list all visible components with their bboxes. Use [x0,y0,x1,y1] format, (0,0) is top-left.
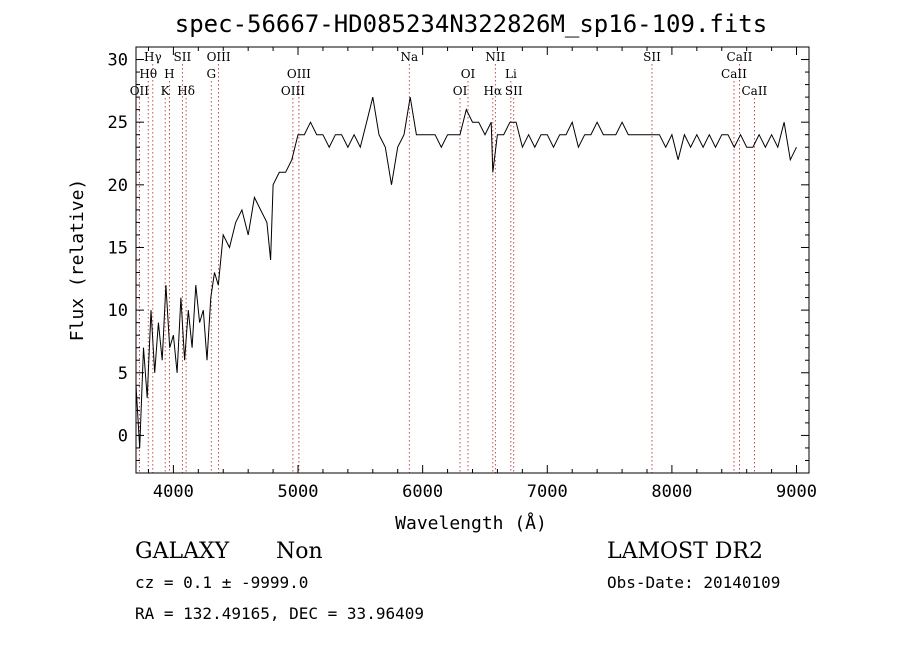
y-tick-label-20: 20 [108,176,128,196]
ra-dec: RA = 132.49165, DEC = 33.96409 [135,604,424,623]
spectrum-series [135,96,797,448]
line-label-13: OI [453,84,468,98]
line-label-2: OII [130,84,150,98]
x-tick-label-8000: 8000 [651,482,692,502]
line-label-19: CaII [727,50,753,64]
y-tick-label-25: 25 [108,113,128,133]
line-label-4: H [164,67,174,81]
object-subclass: Non [276,539,323,564]
line-label-17: SII [505,84,523,98]
line-label-6: Hδ [177,84,195,98]
plot-frame [135,46,810,474]
line-label-12: OI [461,67,476,81]
object-class: GALAXY [135,539,230,564]
x-tick-label-9000: 9000 [776,482,817,502]
axis-ticks: 4000 5000 6000 7000 8000 9000 0 5 10 15 20 25 30 [108,47,817,502]
x-tick-label-4000: 4000 [153,482,194,502]
line-label-1: Hθ [139,67,157,81]
line-label-16: Li [505,67,517,81]
line-label-10: OIII [281,84,305,98]
x-tick-label-7000: 7000 [527,482,568,502]
line-label-5: K [161,84,171,98]
y-axis-label: Flux (relative) [67,179,88,342]
line-label-0: Hγ [144,50,162,64]
observation-date: Obs-Date: 20140109 [607,573,780,592]
line-label-14: NII [485,50,505,64]
x-tick-label-6000: 6000 [402,482,443,502]
y-tick-label-5: 5 [118,364,128,384]
x-tick-label-5000: 5000 [278,482,319,502]
y-tick-label-15: 15 [108,238,128,258]
line-label-21: CaII [741,84,767,98]
line-label-11: Na [400,50,418,64]
line-label-18: SII [643,50,661,64]
survey-name: LAMOST DR2 [607,539,763,564]
line-label-15: Hα [484,84,503,98]
y-tick-label-30: 30 [108,51,128,71]
line-label-20: CaII [721,67,747,81]
spectrum-line [135,96,797,448]
x-axis-label: Wavelength (Å) [395,512,547,534]
y-tick-label-10: 10 [108,301,128,321]
line-label-9: OIII [287,67,311,81]
line-label-3: SII [174,50,192,64]
chart-title: spec-56667-HD085234N322826M_sp16-109.fit… [175,10,767,38]
redshift-cz: cz = 0.1 ± -9999.0 [135,573,308,592]
line-label-8: G [206,67,216,81]
y-tick-label-0: 0 [118,426,128,446]
line-label-7: OIII [207,50,231,64]
